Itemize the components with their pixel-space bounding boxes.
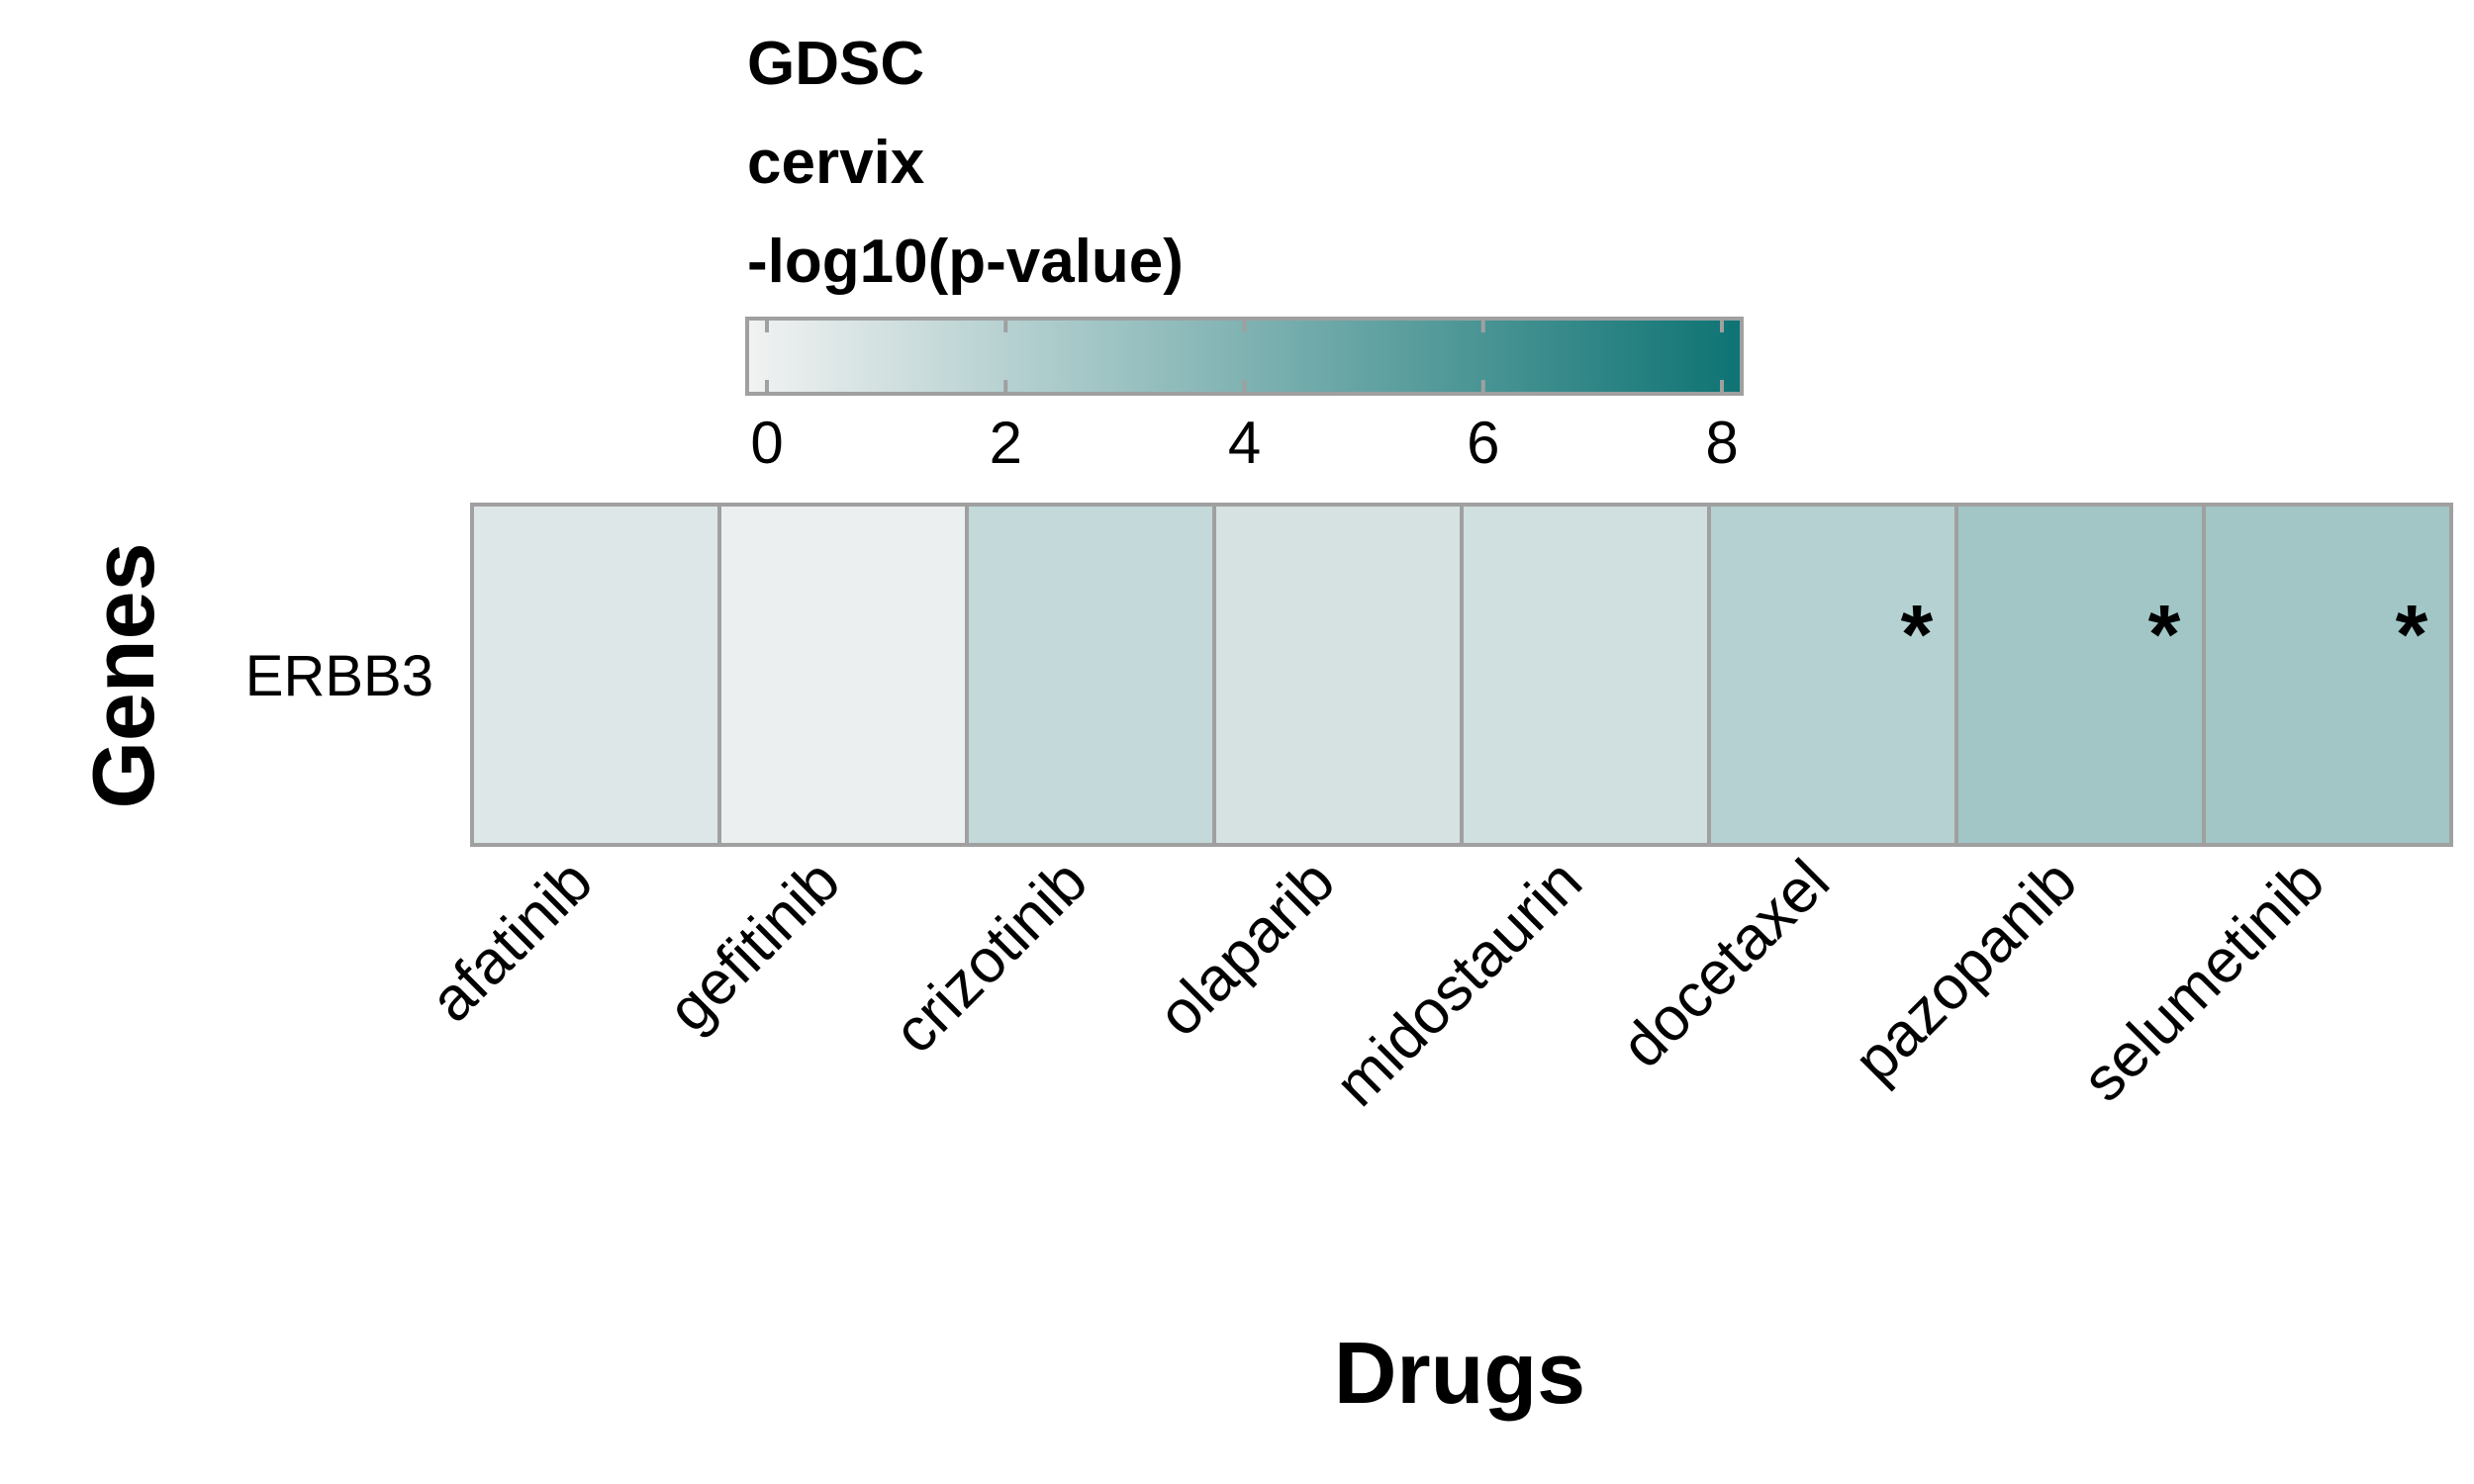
heatmap-cell: [717, 503, 969, 847]
significance-marker: *: [1901, 588, 1934, 681]
heatmap-cell: [1460, 503, 1711, 847]
legend-ticks: 0 2 4 6 8: [750, 319, 1739, 476]
legend-title-line-3: -log10(p-value): [747, 228, 1184, 296]
column-label: gefitinib: [655, 847, 853, 1045]
significance-marker: *: [2148, 588, 2181, 681]
column-label: docetaxel: [1608, 847, 1842, 1080]
heatmap-cell: [470, 503, 721, 847]
y-axis-label: Genes: [74, 542, 172, 808]
column-label: selumetinib: [2069, 847, 2337, 1115]
legend-title-line-1: GDSC: [747, 30, 924, 98]
column-labels: afatinib gefitinib crizotinib olaparibmidos…: [418, 847, 2337, 1119]
x-axis-label: Drugs: [1334, 1324, 1585, 1422]
significance-marker: *: [2396, 588, 2428, 681]
column-label: crizotinib: [881, 847, 1100, 1067]
column-label: pazopanib: [1842, 847, 2090, 1095]
row-label: ERBB3: [245, 644, 433, 708]
heatmap-cell: [1707, 503, 1958, 847]
legend: GDSC cervix -log10(p-value) 0 2 4 6 8: [745, 30, 1744, 476]
legend-tick-label: 0: [750, 410, 783, 476]
legend-tick-label: 6: [1467, 410, 1499, 476]
row-labels: ERBB3: [245, 644, 433, 708]
heatmap-cell: [1212, 503, 1464, 847]
legend-tick-label: 4: [1228, 410, 1261, 476]
heatmap-cell: [965, 503, 1216, 847]
column-label: afatinib: [418, 847, 606, 1035]
legend-tick-label: 2: [990, 410, 1022, 476]
heatmap-cells: * * *: [470, 503, 2453, 847]
column-label: olaparib: [1145, 847, 1348, 1050]
column-label: midostaurin: [1322, 847, 1594, 1119]
heatmap-cell: [2202, 503, 2453, 847]
heatmap-cell: [1954, 503, 2206, 847]
legend-tick-label: 8: [1705, 410, 1738, 476]
legend-title-line-2: cervix: [747, 129, 925, 197]
